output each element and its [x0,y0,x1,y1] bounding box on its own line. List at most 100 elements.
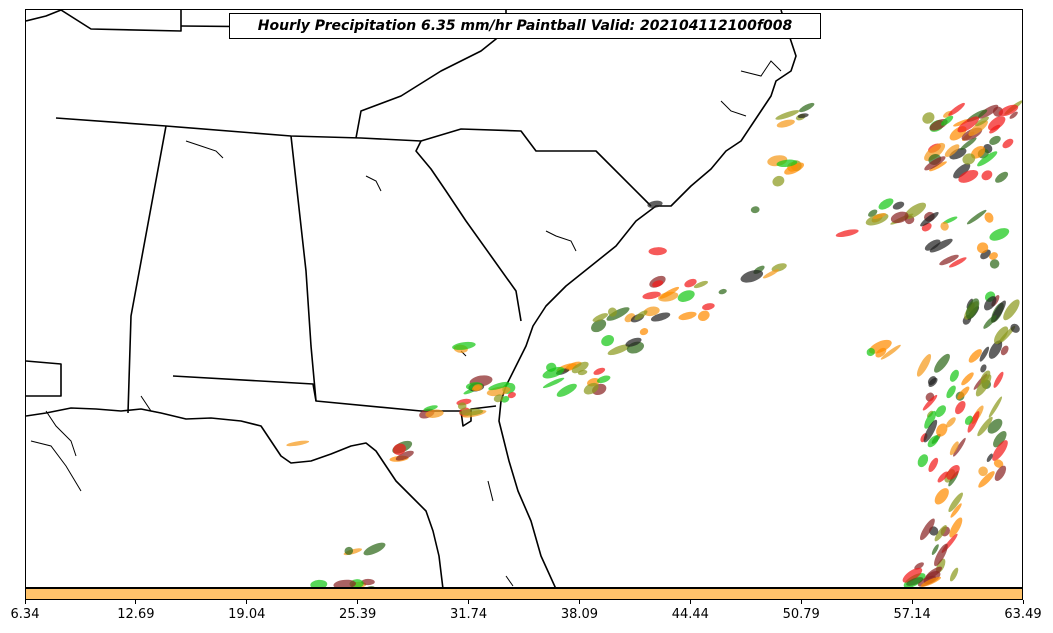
paintball-blob [949,147,967,160]
border-sc-nc [420,128,652,207]
paintball-blob [639,328,649,336]
paintball-blob [650,312,671,322]
paintball-blob [957,116,980,133]
paintball-blob [962,153,976,165]
paintball-blob [684,278,697,288]
paintball-blob [797,113,809,119]
paintball-blob [988,340,1003,359]
paintball-blob [583,382,599,395]
paintball-blob [423,405,438,412]
paintball-blob [993,459,1004,468]
paintball-blob [977,416,993,437]
paintball-blob [914,562,924,570]
paintball-blob [994,465,1007,481]
border-va [60,10,182,32]
paintball-blob [983,314,997,329]
paintball-blob [677,290,695,302]
paintball-blob [693,280,709,289]
rivers-and-lakes [30,60,782,587]
colorbar-tick-label: 6.34 [10,607,40,622]
paintball-blob [949,257,967,268]
paintball-blob [924,142,946,162]
gulf-coastline [26,407,444,587]
paintball-blob [931,544,939,555]
paintball-blob [948,492,963,513]
paintball-blob [939,254,959,266]
border-ky-tn [26,10,62,22]
paintball-blob [459,408,484,416]
paintball-blob [776,119,795,128]
paintball-blob [992,440,1008,461]
paintball-blob [953,437,966,457]
paintball-blob [994,326,1009,345]
paintball-blob [902,567,923,583]
paintball-blob [946,465,960,480]
colorbar-tick-label: 38.09 [560,607,599,622]
colorbar-tick-label: 63.49 [1004,607,1042,622]
paintball-blob [922,394,938,411]
paintball-blob [937,471,949,483]
paintball-blob [892,201,905,210]
paintball-blob [978,466,988,477]
paintball-blob [934,353,950,373]
paintball-blob [878,198,894,210]
paintball-blob [772,175,785,187]
paintball-blob [799,102,815,113]
paintball-blob [648,247,667,256]
paintball-blob [978,471,995,488]
paintball-blob [928,457,939,473]
paintball-blob [591,319,607,333]
paintball-blob [975,116,989,127]
colorbar [25,588,1023,600]
paintball-blob [875,347,887,358]
paintball-blob [935,405,946,418]
colorbar-tick-mark [468,600,470,604]
paintball-blob [981,170,993,181]
paintball-blob [775,110,800,120]
paintball-blob [989,259,1000,269]
paintball-blob [964,415,973,425]
atlantic-coastline [498,10,797,587]
paintball-blob [904,202,927,219]
paintball-blob [949,441,959,456]
colorbar-tick-mark [578,600,580,604]
paintball-blob [507,392,516,399]
paintball-blob [953,163,971,179]
paintball-blob [643,306,660,317]
paintball-blob [678,311,697,321]
paintball-blob [924,239,941,251]
paintball-blob [924,410,937,429]
paintball-blob [946,385,956,399]
paintball-blob [647,200,663,208]
paintball-blob [872,213,887,219]
paintball-blob [1002,138,1014,149]
colorbar-tick-label: 31.74 [449,607,488,622]
paintball-blob [975,374,992,397]
paintball-blob [941,115,954,126]
paintball-blob [784,162,805,175]
paintball-blob [601,335,615,347]
paintball-blob [607,307,618,317]
paintball-blob [866,347,875,357]
colorbar-tick-label: 12.69 [117,607,155,622]
paintball-blob [993,431,1007,448]
paintball-blob [971,146,986,159]
paintball-blob [634,310,648,321]
paintball-blob [571,361,589,374]
paintball-blob [606,307,630,321]
paintball-blob [946,417,956,428]
border-ms-la [26,360,62,397]
paintball-blob [762,269,779,279]
map-canvas [26,10,1022,587]
paintball-field [286,100,1022,587]
colorbar-tick-label: 50.79 [782,607,820,622]
paintball-blob [961,372,974,386]
paintball-blob [702,303,715,311]
paintball-blob [652,280,664,288]
paintball-blob [987,418,1003,434]
paintball-blob [452,341,476,350]
paintball-blob [998,104,1019,117]
paintball-blob [989,228,1010,241]
paintball-blob [923,419,938,443]
paintball-blob [968,120,988,136]
